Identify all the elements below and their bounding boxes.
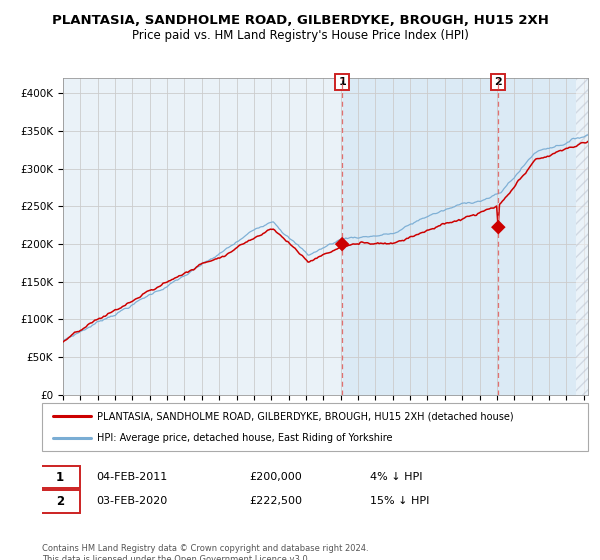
FancyBboxPatch shape [42, 403, 588, 451]
Text: £200,000: £200,000 [250, 472, 302, 482]
Text: PLANTASIA, SANDHOLME ROAD, GILBERDYKE, BROUGH, HU15 2XH: PLANTASIA, SANDHOLME ROAD, GILBERDYKE, B… [52, 14, 548, 27]
Text: 15% ↓ HPI: 15% ↓ HPI [370, 496, 429, 506]
Text: £222,500: £222,500 [250, 496, 302, 506]
Text: Price paid vs. HM Land Registry's House Price Index (HPI): Price paid vs. HM Land Registry's House … [131, 29, 469, 42]
Point [494, 223, 503, 232]
Text: Contains HM Land Registry data © Crown copyright and database right 2024.
This d: Contains HM Land Registry data © Crown c… [42, 544, 368, 560]
Text: 1: 1 [338, 77, 346, 87]
Text: 2: 2 [494, 77, 502, 87]
Text: PLANTASIA, SANDHOLME ROAD, GILBERDYKE, BROUGH, HU15 2XH (detached house): PLANTASIA, SANDHOLME ROAD, GILBERDYKE, B… [97, 411, 513, 421]
FancyBboxPatch shape [39, 490, 80, 513]
Text: 2: 2 [56, 495, 64, 508]
Text: 03-FEB-2020: 03-FEB-2020 [97, 496, 168, 506]
Text: HPI: Average price, detached house, East Riding of Yorkshire: HPI: Average price, detached house, East… [97, 433, 392, 443]
Text: 4% ↓ HPI: 4% ↓ HPI [370, 472, 422, 482]
Text: 1: 1 [56, 470, 64, 484]
FancyBboxPatch shape [39, 466, 80, 488]
Point [337, 240, 347, 249]
Text: 04-FEB-2011: 04-FEB-2011 [97, 472, 168, 482]
